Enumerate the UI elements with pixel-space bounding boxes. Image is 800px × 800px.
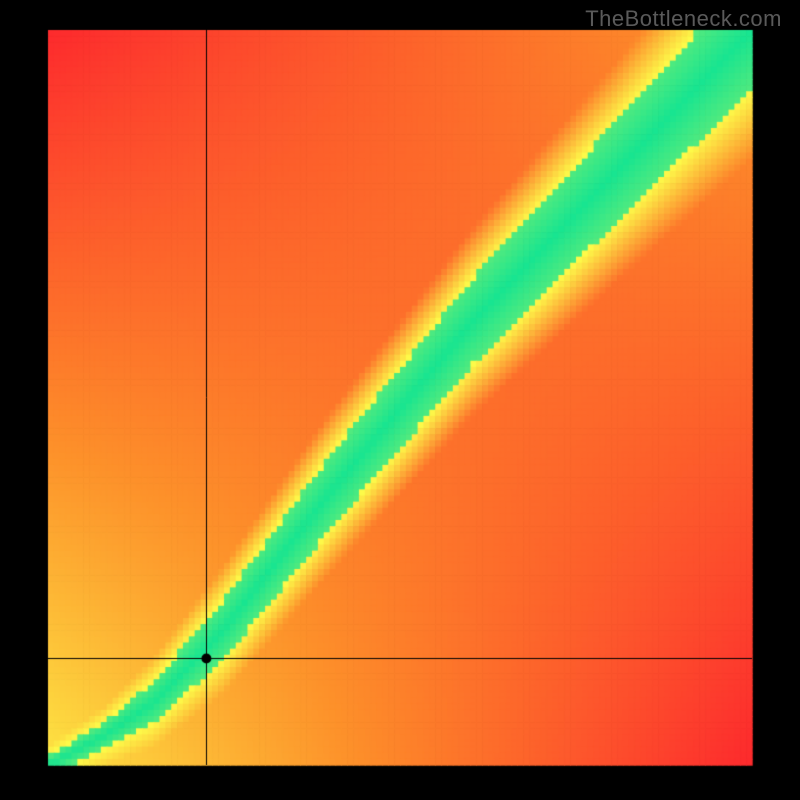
bottleneck-heatmap [0, 0, 800, 800]
watermark-text: TheBottleneck.com [585, 6, 782, 32]
chart-container: TheBottleneck.com [0, 0, 800, 800]
